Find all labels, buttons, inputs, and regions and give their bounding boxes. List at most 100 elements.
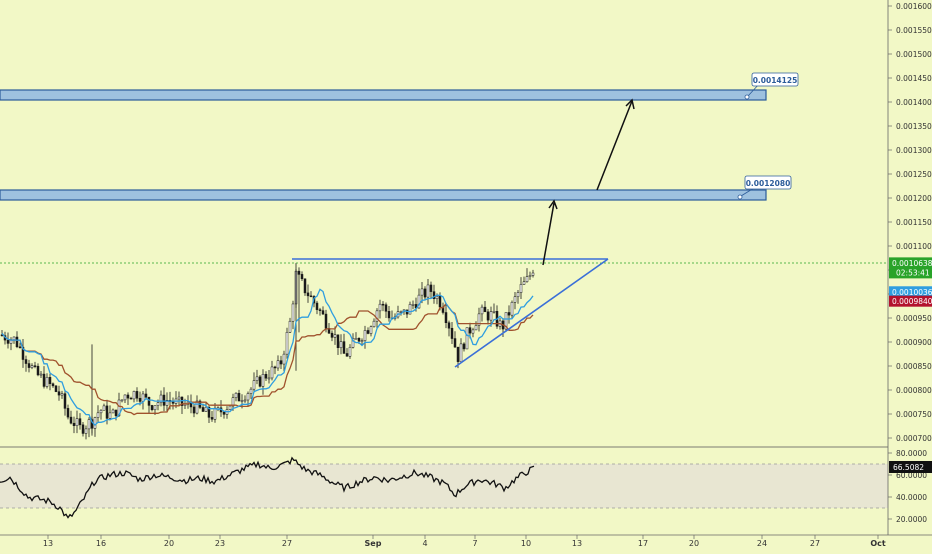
candle-down [450,327,454,339]
candle-up [228,405,232,410]
zone-lower[interactable] [0,189,767,201]
candle-down [381,303,385,306]
time-tick-label: 13 [43,539,53,548]
candle-down [48,377,52,384]
candle-down [306,292,310,297]
zone-label-lower-text: 0.0012080 [746,179,791,188]
candle-up [525,276,529,282]
candle-up [435,296,439,300]
candle-down [429,284,433,292]
zone-label-upper[interactable]: 0.0014125 [744,72,799,100]
zone-label-lower-box [744,175,792,190]
candle-down [192,406,196,414]
zone-label-upper-box [751,72,799,87]
time-tick-label: 4 [422,539,427,548]
candle-down [207,406,211,418]
candle-up [465,327,469,350]
candle-down [345,353,349,357]
zone-label-lower[interactable]: 0.0012080 [737,175,792,200]
price-label-box [889,257,932,279]
candle-down [423,288,427,298]
candle-down [15,336,19,348]
candle-up [492,311,496,313]
candle-up [372,320,376,327]
candle-down [33,365,37,367]
projection-arrows[interactable] [542,98,635,266]
candle-up [426,284,430,298]
candle-up [477,313,481,326]
zone-upper[interactable] [0,89,767,101]
rsi-tick-label: 40.0000 [896,493,927,502]
candle-down [258,376,262,387]
candle-up [360,340,364,342]
candle-up [408,304,412,315]
candle-down [315,302,319,310]
candle-down [144,393,148,398]
candle-down [342,341,346,354]
resistance-zones [0,89,767,201]
time-tick-label: 20 [689,539,699,548]
candle-up [528,275,532,277]
candle-up [399,311,403,313]
candle-up [249,388,253,394]
candle-down [78,418,82,426]
candle-down [264,374,268,379]
time-tick-label: 24 [757,539,767,548]
rsi-tick-label: 80.0000 [896,449,927,458]
candle-down [81,424,85,434]
candle-up [96,412,100,418]
candle-down [27,363,31,368]
candle-down [57,391,61,396]
time-tick-label: 27 [810,539,820,548]
candle-up [213,407,217,420]
time-tick-label: 17 [638,539,648,548]
candle-up [102,405,106,411]
candle-up [285,332,289,355]
candle-down [114,409,118,417]
candle-up [12,336,16,340]
candle-up [417,294,421,309]
candle-up [204,406,208,412]
candle-down [447,322,451,329]
candle-up [45,377,49,387]
candle-up [99,409,103,414]
candle-down [279,360,283,365]
candle-down [300,274,304,280]
candle-down [468,327,472,334]
candle-down [444,312,448,323]
candle-up [243,399,247,402]
candle-up [489,311,493,321]
price-label-box [889,295,932,307]
candle-down [6,339,10,344]
candle-up [195,400,199,414]
ascending-triangle[interactable] [292,258,609,368]
rsi-value-label: 66.5082 [889,461,932,473]
candle-up [288,320,292,333]
price-label-text: 0.0010036 [892,288,932,297]
candle-up [519,284,523,293]
candle-down [507,312,511,316]
rsi-axis[interactable]: 80.0000 60.0000 40.0000 20.0000 [888,449,927,524]
candle-up [531,272,535,276]
candle-down [483,306,487,313]
time-axis[interactable]: 13 16 20 23 27 Sep 4 7 10 13 17 20 24 27 Oct [43,535,886,548]
candle-up [123,394,127,401]
candle-down [126,394,130,399]
rsi-tick-label: 20.0000 [896,515,927,524]
candle-up [60,393,64,396]
candle-down [147,397,151,406]
candle-up [252,380,256,390]
